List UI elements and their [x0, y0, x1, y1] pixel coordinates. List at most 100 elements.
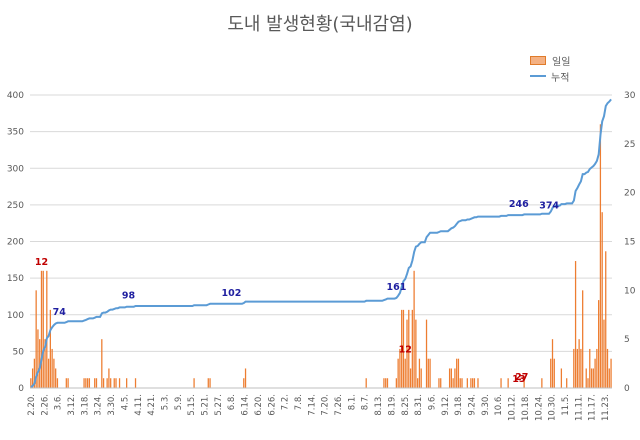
- x-tick-label: 5.15.: [187, 394, 197, 416]
- x-tick-label: 5.21.: [201, 394, 211, 416]
- bar: [582, 290, 584, 388]
- y-right-tick-label: 5: [624, 335, 630, 345]
- bar: [126, 378, 128, 388]
- bar: [440, 378, 442, 388]
- x-tick-label: 8.19.: [387, 394, 397, 416]
- bar: [408, 309, 410, 388]
- x-tick-label: 6.26.: [267, 394, 277, 416]
- bar: [243, 378, 245, 388]
- bar: [108, 368, 110, 388]
- y-left-tick-label: 200: [7, 238, 24, 248]
- bar: [244, 368, 247, 388]
- x-tick-label: 3.18.: [80, 394, 90, 416]
- bar: [49, 309, 51, 388]
- bar: [31, 368, 34, 388]
- bar: [35, 290, 37, 388]
- data-label: 161: [386, 282, 406, 293]
- x-tick-label: 4.11.: [134, 394, 144, 416]
- bar: [473, 378, 476, 388]
- bar: [51, 348, 53, 388]
- bar: [415, 319, 417, 388]
- x-tick-label: 7.8.: [294, 394, 304, 410]
- bar: [573, 348, 575, 388]
- x-tick-label: 11.17.: [588, 394, 598, 421]
- bar: [450, 368, 453, 388]
- y-right-tick-label: 15: [624, 238, 635, 248]
- bar: [55, 368, 57, 388]
- bar: [587, 378, 589, 388]
- bar: [606, 348, 609, 388]
- x-tick-label: 5.9.: [174, 394, 184, 410]
- bar: [401, 309, 403, 388]
- x-tick-label: 11.11.: [574, 394, 584, 421]
- y-left-tick-label: 100: [7, 311, 24, 321]
- x-tick-label: 7.2.: [281, 394, 291, 410]
- bar: [110, 378, 112, 388]
- bar: [592, 368, 594, 388]
- bar: [386, 378, 389, 388]
- x-tick-label: 9.24.: [468, 394, 478, 416]
- y-left-tick-label: 300: [7, 164, 24, 174]
- bar: [452, 378, 454, 388]
- data-label: 374: [539, 200, 559, 211]
- cumulative-line: [30, 98, 612, 389]
- bar: [605, 251, 607, 388]
- x-tick-label: 4.21.: [147, 394, 157, 416]
- legend-item-daily: 일일: [530, 52, 570, 68]
- x-tick-label: 6.20.: [254, 394, 264, 416]
- y-left-tick-label: 250: [7, 201, 24, 211]
- x-tick-label: 7.20.: [321, 394, 331, 416]
- data-label: 13: [512, 374, 525, 385]
- bar: [95, 378, 98, 388]
- x-tick-label: 9.30.: [481, 394, 491, 416]
- bar: [40, 270, 43, 388]
- bar: [448, 368, 451, 388]
- x-tick-label: 10.6.: [494, 394, 504, 416]
- bar: [113, 378, 115, 388]
- bar: [477, 378, 479, 388]
- bar: [65, 378, 67, 388]
- bar: [500, 378, 502, 388]
- data-label: 74: [53, 307, 67, 318]
- bar: [106, 378, 108, 388]
- bar: [576, 348, 578, 388]
- y-right-tick-label: 0: [624, 384, 630, 394]
- legend-swatch-daily: [530, 55, 546, 65]
- bar: [550, 358, 552, 388]
- bar: [551, 339, 554, 388]
- bar: [101, 339, 103, 388]
- bar: [209, 378, 211, 388]
- x-tick-label: 3.30.: [107, 394, 117, 416]
- bar: [610, 358, 612, 388]
- bar: [85, 378, 87, 388]
- bar: [589, 348, 591, 388]
- bar: [30, 378, 32, 388]
- chart-title: 도내 발생현황(국내감염): [227, 14, 413, 35]
- bar: [385, 378, 387, 388]
- bar: [417, 378, 419, 388]
- bar: [507, 378, 509, 388]
- bar: [83, 378, 85, 388]
- data-label: 98: [122, 291, 136, 302]
- bar: [457, 358, 460, 388]
- bar: [207, 378, 209, 388]
- bar: [459, 378, 461, 388]
- bar: [404, 358, 406, 388]
- x-tick-label: 6.8.: [227, 394, 237, 410]
- bar: [560, 368, 563, 388]
- data-label: 246: [509, 199, 529, 210]
- bar: [94, 378, 96, 388]
- legend-label-daily: 일일: [552, 56, 571, 68]
- bar: [118, 378, 121, 388]
- bar: [574, 261, 577, 388]
- bar: [413, 270, 415, 388]
- bar: [102, 378, 105, 388]
- bar: [472, 378, 474, 388]
- bar: [53, 358, 55, 388]
- x-tick-label: 7.26.: [334, 394, 344, 416]
- y-right-tick-label: 10: [624, 286, 636, 296]
- bar: [88, 378, 91, 388]
- x-tick-label: 8.31.: [414, 394, 424, 416]
- bar: [585, 368, 587, 388]
